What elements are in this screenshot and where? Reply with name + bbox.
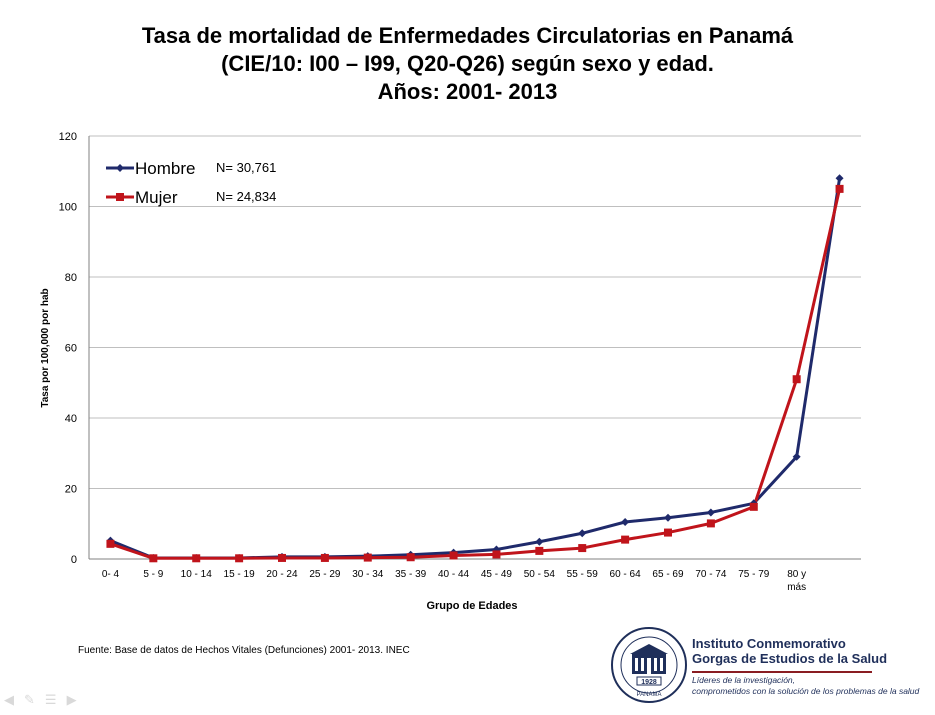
data-point-mujer <box>449 551 458 560</box>
y-tick-labels: 0 20 40 60 80 100 120 <box>59 131 77 566</box>
x-tick-label: 50 - 54 <box>524 569 556 580</box>
series-line-hombre <box>109 178 842 560</box>
legend-marker <box>116 193 124 201</box>
institute-motto: Líderes de la investigación, comprometid… <box>692 675 919 697</box>
legend-label: Hombre <box>135 159 195 178</box>
data-point-hombre <box>706 508 715 517</box>
data-point-mujer <box>149 554 158 563</box>
data-point-mujer <box>492 550 501 559</box>
x-tick-label: 75 - 79 <box>738 569 770 580</box>
y-tick-label: 100 <box>59 202 77 214</box>
institute-name: Instituto Conmemorativo Gorgas de Estudi… <box>692 636 887 666</box>
gridlines <box>88 135 861 560</box>
x-tick-label: más <box>787 582 806 593</box>
data-point-mujer <box>664 528 672 537</box>
line-chart: 0 20 40 60 80 100 120 0- 4 5 - 9 10 - 14 15 - 19 2… <box>40 131 861 612</box>
title-line-2: (CIE/10: I00 – I99, Q20-Q26) según sexo … <box>221 51 714 76</box>
data-point-hombre <box>535 537 544 546</box>
legend-count: N= 24,834 <box>216 189 276 204</box>
seal-year: 1928 <box>641 679 657 686</box>
data-point-mujer <box>320 553 329 562</box>
institute-divider <box>692 671 872 673</box>
x-tick-label: 35 - 39 <box>395 569 427 580</box>
legend: Hombre N= 30,761 Mujer N= 24,834 <box>106 159 276 207</box>
x-tick-label: 0- 4 <box>102 569 120 580</box>
legend-label: Mujer <box>135 188 178 207</box>
x-tick-label: 55 - 59 <box>567 569 599 580</box>
data-point-mujer <box>706 519 715 528</box>
x-tick-label: 80 y <box>787 569 806 580</box>
pen-icon[interactable]: ✎ <box>24 692 35 707</box>
series-line-mujer <box>109 188 842 560</box>
data-point-mujer <box>406 553 415 562</box>
x-tick-label: 25 - 29 <box>309 569 341 580</box>
next-arrow-icon[interactable]: ▶ <box>66 692 77 707</box>
institute-name-line-1: Instituto Conmemorativo <box>692 636 846 651</box>
chart-title: Tasa de mortalidad de Enfermedades Circu… <box>0 22 935 106</box>
data-point-mujer <box>749 502 758 511</box>
source-note: Fuente: Base de datos de Hechos Vitales … <box>78 645 410 656</box>
data-point-mujer <box>363 553 372 562</box>
data-point-mujer <box>235 554 244 563</box>
institute-motto-line-2: comprometidos con la solución de los pro… <box>692 686 920 696</box>
data-point-mujer <box>192 554 201 563</box>
seal-country: PANAMA <box>637 692 662 698</box>
x-tick-label: 70 - 74 <box>695 569 727 580</box>
series-lines <box>106 174 844 563</box>
y-axis-label: Tasa por 100,000 por hab <box>40 288 51 407</box>
y-tick-label: 0 <box>71 554 77 566</box>
y-tick-label: 120 <box>59 131 77 143</box>
data-point-mujer <box>792 375 801 384</box>
y-tick-label: 40 <box>65 413 77 425</box>
data-point-hombre <box>792 452 801 461</box>
slide-nav-controls: ◀ ✎ ☰ ▶ <box>4 692 77 708</box>
title-line-1: Tasa de mortalidad de Enfermedades Circu… <box>141 23 794 48</box>
data-point-mujer <box>535 546 544 555</box>
x-tick-label: 15 - 19 <box>224 569 256 580</box>
menu-icon[interactable]: ☰ <box>44 692 57 707</box>
x-tick-label: 40 - 44 <box>438 569 470 580</box>
x-tick-label: 65 - 69 <box>652 569 684 580</box>
x-axis-label: Grupo de Edades <box>426 600 517 612</box>
data-point-mujer <box>621 535 630 544</box>
prev-arrow-icon[interactable]: ◀ <box>4 692 14 707</box>
legend-marker <box>116 164 124 172</box>
x-tick-label: 5 - 9 <box>143 569 163 580</box>
institute-name-line-2: Gorgas de Estudios de la Salud <box>692 651 888 666</box>
data-point-hombre <box>578 529 587 538</box>
institute-seal-logo: 1928 PANAMA <box>611 627 687 703</box>
data-point-mujer <box>106 539 115 548</box>
data-point-hombre <box>621 517 630 526</box>
x-tick-label: 20 - 24 <box>266 569 298 580</box>
institute-motto-line-1: Líderes de la investigación, <box>692 675 796 685</box>
x-tick-labels: 0- 4 5 - 9 10 - 14 15 - 19 20 - 24 25 - 29 30 … <box>102 569 806 593</box>
y-tick-label: 20 <box>65 484 77 496</box>
x-tick-label: 45 - 49 <box>481 569 513 580</box>
y-tick-label: 60 <box>65 343 77 355</box>
data-point-hombre <box>835 174 844 183</box>
data-point-mujer <box>835 184 844 193</box>
data-point-mujer <box>578 544 587 553</box>
x-tick-label: 30 - 34 <box>352 569 384 580</box>
y-tick-label: 80 <box>65 272 77 284</box>
x-tick-label: 60 - 64 <box>610 569 642 580</box>
title-line-3: Años: 2001- 2013 <box>377 79 558 104</box>
data-point-hombre <box>664 513 672 522</box>
data-point-mujer <box>278 553 286 562</box>
legend-count: N= 30,761 <box>216 160 276 175</box>
x-tick-label: 10 - 14 <box>181 569 213 580</box>
